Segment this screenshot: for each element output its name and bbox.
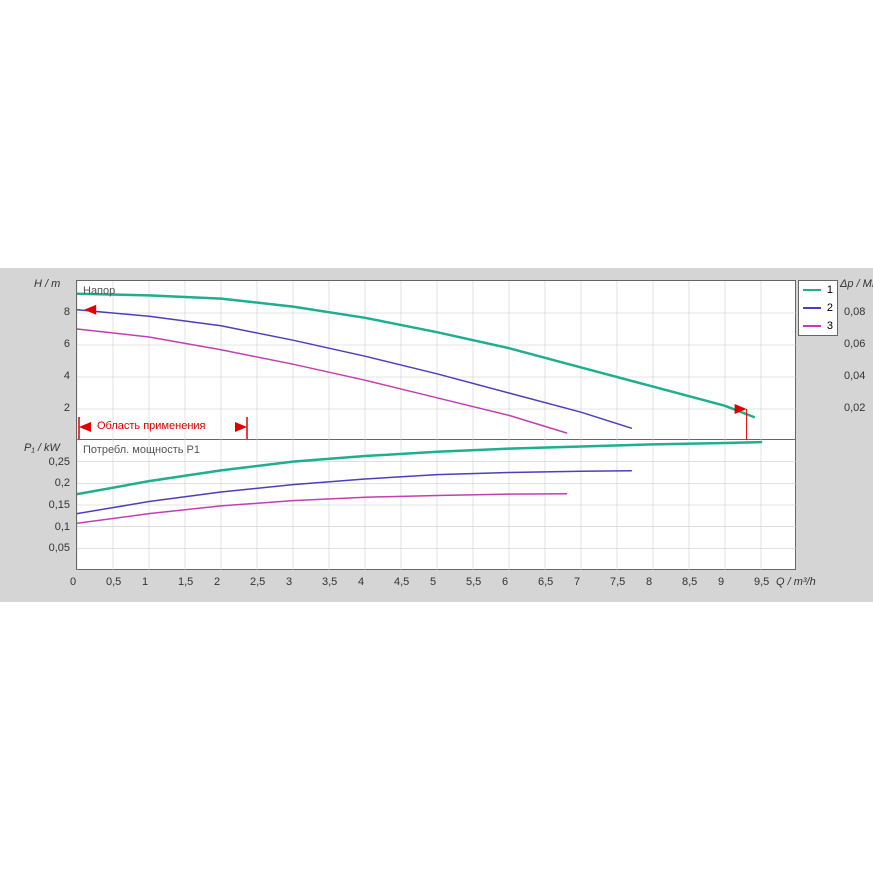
x-tick: 9: [718, 576, 724, 588]
x-tick: 8,5: [682, 576, 697, 588]
x-tick: 8: [646, 576, 652, 588]
legend-item: 1: [799, 281, 837, 299]
y-right-label-dp: Δp / MPa: [840, 278, 873, 290]
y-right-tick: 0,04: [844, 370, 865, 382]
x-tick: 5: [430, 576, 436, 588]
power-chart-svg: [77, 440, 797, 570]
x-tick: 7,5: [610, 576, 625, 588]
x-tick: 5,5: [466, 576, 481, 588]
x-tick: 6,5: [538, 576, 553, 588]
y-right-tick: 0,02: [844, 402, 865, 414]
legend-swatch: [803, 307, 821, 309]
legend-item: 2: [799, 299, 837, 317]
legend-item: 3: [799, 317, 837, 335]
series-legend: 1 2 3: [798, 280, 838, 336]
x-tick: 7: [574, 576, 580, 588]
y-tick-power: 0,15: [49, 499, 70, 511]
x-tick: 6: [502, 576, 508, 588]
y-left-label-head: H / m: [34, 278, 60, 290]
legend-swatch: [803, 325, 821, 327]
y-tick: 2: [64, 402, 70, 414]
x-tick: 9,5: [754, 576, 769, 588]
head-chart-svg: [77, 281, 797, 441]
x-tick: 4: [358, 576, 364, 588]
y-tick: 8: [64, 306, 70, 318]
y-left-label-power: P₁ / kW: [24, 442, 60, 454]
x-tick: 3: [286, 576, 292, 588]
head-chart-title: Напор: [83, 285, 115, 297]
y-tick-power: 0,2: [55, 477, 70, 489]
y-tick: 6: [64, 338, 70, 350]
x-tick: 2,5: [250, 576, 265, 588]
legend-label: 3: [827, 320, 833, 332]
application-range-label: Область применения: [97, 420, 206, 432]
x-tick: 1: [142, 576, 148, 588]
x-tick: 2: [214, 576, 220, 588]
y-tick: 4: [64, 370, 70, 382]
legend-label: 1: [827, 284, 833, 296]
y-tick-power: 0,25: [49, 456, 70, 468]
head-chart-area: Напор Область применения: [76, 280, 796, 440]
power-chart-title: Потребл. мощность P1: [83, 444, 200, 456]
y-right-tick: 0,08: [844, 306, 865, 318]
pump-curve-chart: Напор Область применения Потребл. мощнос…: [0, 0, 873, 873]
y-right-tick: 0,06: [844, 338, 865, 350]
legend-swatch: [803, 289, 821, 291]
power-chart-area: Потребл. мощность P1: [76, 440, 796, 570]
x-tick: 1,5: [178, 576, 193, 588]
y-tick-power: 0,1: [55, 521, 70, 533]
x-axis-label: Q / m³/h: [776, 576, 816, 588]
x-tick: 4,5: [394, 576, 409, 588]
x-tick: 0: [70, 576, 76, 588]
legend-label: 2: [827, 302, 833, 314]
x-tick: 0,5: [106, 576, 121, 588]
x-tick: 3,5: [322, 576, 337, 588]
y-tick-power: 0,05: [49, 542, 70, 554]
